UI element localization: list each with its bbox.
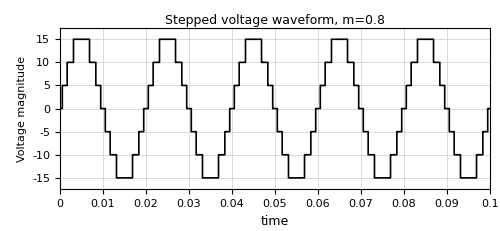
X-axis label: time: time: [261, 215, 289, 228]
Title: Stepped voltage waveform, m=0.8: Stepped voltage waveform, m=0.8: [165, 14, 385, 27]
Y-axis label: Voltage magnitude: Voltage magnitude: [16, 56, 26, 161]
